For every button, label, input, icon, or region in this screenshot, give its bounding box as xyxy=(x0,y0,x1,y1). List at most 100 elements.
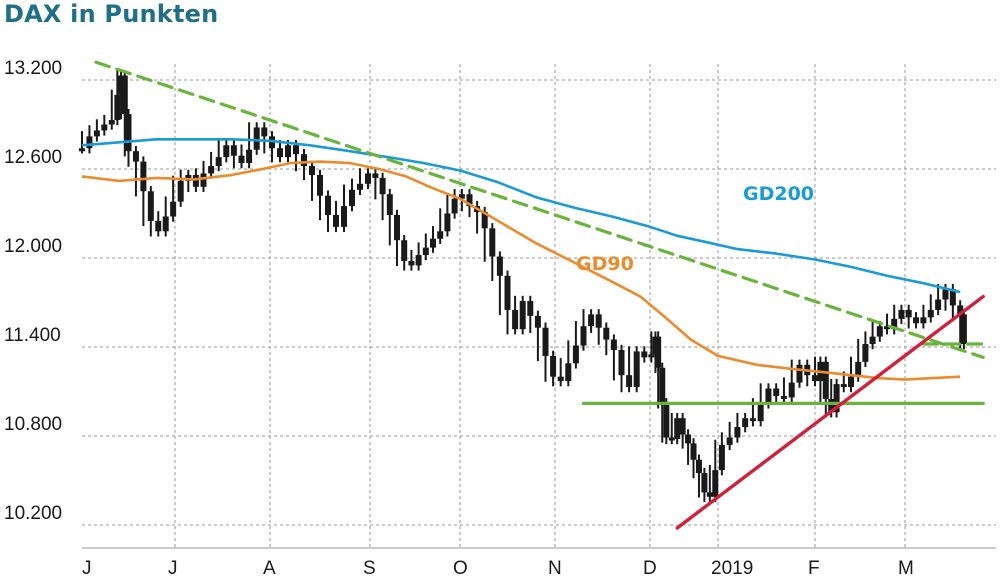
dax-bar xyxy=(394,214,400,241)
dax-bar xyxy=(386,194,393,215)
dax-bar xyxy=(920,317,927,324)
dax-bar xyxy=(230,145,237,156)
dax-bar xyxy=(215,157,222,167)
dax-bar xyxy=(765,388,772,404)
x-tick-label: O xyxy=(453,558,468,579)
dax-bar xyxy=(253,127,260,150)
series-gd90 xyxy=(81,160,961,381)
dax-bar xyxy=(659,367,666,404)
series-layer xyxy=(79,70,967,503)
dax-bar xyxy=(192,174,199,187)
x-tick-label: J xyxy=(168,558,178,579)
dax-bar xyxy=(734,427,741,438)
dax-bar xyxy=(481,212,488,229)
dax-bar xyxy=(277,148,283,158)
dax-bar xyxy=(527,301,534,316)
dax-bar xyxy=(550,355,557,377)
dax-bar xyxy=(408,260,415,266)
dax-bar xyxy=(512,309,519,330)
dax-bar xyxy=(132,151,139,162)
x-axis: J J A S O N D 2019 F M xyxy=(82,558,914,579)
dax-bar xyxy=(869,336,876,345)
dax-bar xyxy=(742,418,749,428)
dax-bar xyxy=(177,180,184,202)
dax-bar xyxy=(309,166,315,175)
dax-bar xyxy=(712,470,719,497)
dax-bar xyxy=(125,114,132,152)
dax-bar xyxy=(293,145,299,155)
dax-bar xyxy=(504,275,511,310)
dax-bar xyxy=(942,289,949,300)
dax-bar xyxy=(534,315,541,328)
label-gd90: GD90 xyxy=(576,253,634,275)
dax-bar xyxy=(565,363,572,382)
dax-bar xyxy=(905,309,912,318)
dax-bar xyxy=(422,247,429,256)
dax-bar xyxy=(261,127,268,137)
dax-bar xyxy=(93,130,100,137)
dax-bar xyxy=(679,418,686,435)
line-abwärtstrend xyxy=(94,60,985,359)
y-tick-label: 10.200 xyxy=(4,503,62,524)
dax-bar xyxy=(333,214,339,227)
grid xyxy=(82,64,996,549)
x-tick-label: M xyxy=(898,558,914,579)
dax-bar xyxy=(349,189,355,207)
y-tick-label: 12.000 xyxy=(4,236,62,257)
dax-bar xyxy=(285,145,291,158)
dax-bar xyxy=(833,384,840,413)
dax-bar xyxy=(695,459,702,474)
dax-bar xyxy=(101,124,108,131)
dax-bar xyxy=(749,418,756,422)
dax-bar xyxy=(610,339,617,350)
y-tick-label: 12.600 xyxy=(4,147,62,168)
dax-bar xyxy=(588,314,595,327)
y-tick-label: 10.800 xyxy=(4,414,62,435)
dax-bar xyxy=(706,492,713,497)
dax-bar xyxy=(542,327,549,356)
dax-bar xyxy=(663,403,670,438)
dax-bar xyxy=(317,174,323,196)
dax-bar xyxy=(780,395,787,399)
dax-bar xyxy=(848,376,854,388)
x-tick-label: 2019 xyxy=(711,558,753,579)
dax-bar xyxy=(757,403,764,422)
dax-bar xyxy=(86,136,93,149)
dax-bar xyxy=(466,194,473,207)
dax-bar xyxy=(238,155,245,164)
dax-bar xyxy=(726,437,733,445)
dax-bar xyxy=(379,177,386,195)
trendlines xyxy=(94,60,985,530)
series-dax xyxy=(79,70,967,503)
dax-bar xyxy=(200,173,207,187)
dax-bar xyxy=(633,351,640,388)
dax-bar xyxy=(957,305,964,315)
x-tick-label: N xyxy=(548,558,562,579)
dax-bar xyxy=(655,336,662,368)
dax-bar xyxy=(913,317,920,324)
dax-bar xyxy=(325,195,331,215)
x-tick-label: F xyxy=(808,558,820,579)
dax-bar xyxy=(155,220,162,232)
dax-bar xyxy=(444,213,451,232)
dax-bar xyxy=(458,194,465,199)
dax-bar xyxy=(949,289,956,306)
y-tick-label: 13.200 xyxy=(4,58,62,79)
dax-bar xyxy=(372,173,379,178)
dax-bar xyxy=(121,75,128,115)
x-tick-label: J xyxy=(82,558,92,579)
dax-bar xyxy=(960,314,967,345)
dax-bar xyxy=(519,301,526,330)
dax-bar xyxy=(365,173,371,184)
dax-bar xyxy=(898,309,905,319)
series-gd200 xyxy=(81,138,961,294)
dax-bar xyxy=(891,318,898,330)
dax-bar xyxy=(580,326,587,346)
dax-bar xyxy=(557,376,564,382)
dax-bar xyxy=(822,361,829,399)
dax-bar xyxy=(147,191,154,221)
dax-bar xyxy=(401,240,408,261)
dax-bar xyxy=(927,309,934,318)
dax-bar xyxy=(603,327,610,340)
dax-bar xyxy=(796,364,803,383)
